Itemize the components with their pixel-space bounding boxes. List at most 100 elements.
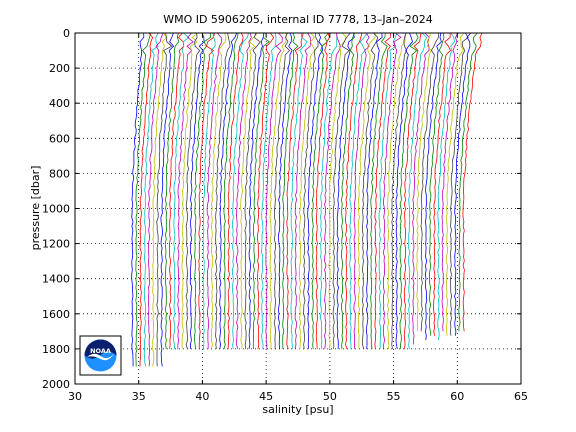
x-tick-label: 30 <box>68 390 82 403</box>
profile-line <box>349 32 368 349</box>
profile-line <box>227 32 244 349</box>
profile-line <box>361 32 379 349</box>
profile-line <box>399 32 419 349</box>
y-tick-label: 400 <box>49 97 70 110</box>
profile-line <box>332 32 351 349</box>
profile-line <box>194 32 211 349</box>
profile-line <box>223 32 239 350</box>
profile-line <box>244 32 261 349</box>
profile-line <box>235 32 252 350</box>
profile-line <box>185 32 201 349</box>
profile-line <box>319 32 338 349</box>
profile-line <box>189 32 205 349</box>
y-tick-label: 1600 <box>42 308 70 321</box>
profile-line <box>298 32 316 349</box>
profile-line <box>219 32 238 349</box>
profile-line <box>164 32 180 349</box>
x-tick-label: 45 <box>259 390 273 403</box>
profile-line <box>265 32 283 349</box>
x-tick-label: 35 <box>132 390 146 403</box>
profile-line <box>395 32 413 349</box>
profile-line <box>374 32 391 349</box>
profile-line <box>147 32 164 367</box>
profile-line <box>181 32 198 349</box>
profile-line <box>269 32 287 349</box>
profile-line <box>294 32 311 349</box>
profile-line <box>311 32 329 349</box>
profile-line <box>139 32 154 367</box>
profile-line <box>437 32 455 341</box>
profile-line <box>407 32 428 349</box>
profile-line <box>391 32 408 349</box>
profile-line <box>324 32 341 349</box>
y-tick-label: 2000 <box>42 378 70 391</box>
profile-line <box>177 32 194 349</box>
profile-line <box>277 32 293 349</box>
profile-line <box>231 32 249 349</box>
profile-line <box>240 32 258 349</box>
profile-line <box>143 32 159 367</box>
profile-line <box>416 32 432 332</box>
profile-line <box>210 32 227 350</box>
profile-line <box>353 32 370 349</box>
profile-line <box>424 32 442 341</box>
y-tick-label: 1800 <box>42 343 70 356</box>
noaa-logo-bird <box>87 353 114 361</box>
y-tick-label: 1200 <box>42 238 70 251</box>
noaa-logo-text: NOAA <box>90 347 111 355</box>
profile-line <box>256 32 275 349</box>
profile-line <box>454 32 472 336</box>
y-axis-title: pressure [dbar] <box>29 166 42 251</box>
profile-line <box>382 32 402 349</box>
profile-line <box>135 32 152 367</box>
profile-line <box>336 32 355 349</box>
profile-line <box>357 32 376 349</box>
profiles <box>131 32 483 367</box>
profile-line <box>412 32 430 345</box>
profile-line <box>403 32 422 349</box>
profile-line <box>458 32 478 332</box>
profile-line <box>303 32 319 349</box>
profile-line <box>345 32 363 350</box>
profile-line <box>307 32 323 349</box>
y-tick-label: 0 <box>63 27 70 40</box>
profile-line <box>340 32 355 349</box>
profile-line <box>215 32 231 349</box>
y-tick-label: 1000 <box>42 203 70 216</box>
x-tick-label: 60 <box>450 390 464 403</box>
profile-line <box>173 32 190 349</box>
grid <box>75 33 521 384</box>
axis-ticks: 30 35 40 45 50 55 60 65 0 200 400 600 800 1000 1200 140… <box>42 27 528 403</box>
profile-line <box>160 32 175 367</box>
profile-line <box>152 32 168 367</box>
plot-frame <box>74 32 522 385</box>
chart-title: WMO ID 5906205, internal ID 7778, 13–Jan… <box>163 13 433 26</box>
profile-line <box>441 32 459 332</box>
profile-line <box>252 32 270 349</box>
y-tick-label: 1400 <box>42 273 70 286</box>
x-tick-label: 50 <box>323 390 337 403</box>
profile-line <box>202 32 216 349</box>
profile-line <box>449 32 469 336</box>
x-tick-label: 65 <box>514 390 528 403</box>
profile-line <box>206 32 223 349</box>
profile-line <box>365 32 383 349</box>
profile-line <box>168 32 185 349</box>
profile-line <box>290 32 308 349</box>
profile-line <box>198 32 215 349</box>
profile-line <box>462 32 483 332</box>
profile-line <box>261 32 277 349</box>
profile-line <box>433 33 451 336</box>
profile-line <box>286 32 304 350</box>
profile-line <box>420 32 440 332</box>
noaa-logo: NOAA <box>79 335 122 376</box>
profile-line <box>378 32 398 349</box>
profile-line <box>248 32 265 349</box>
x-tick-label: 40 <box>195 390 209 403</box>
noaa-logo-top-half <box>84 339 117 359</box>
y-tick-label: 600 <box>49 132 70 145</box>
x-axis-title: salinity [psu] <box>262 403 333 416</box>
profile-line <box>315 32 330 349</box>
profile-line <box>273 32 291 349</box>
